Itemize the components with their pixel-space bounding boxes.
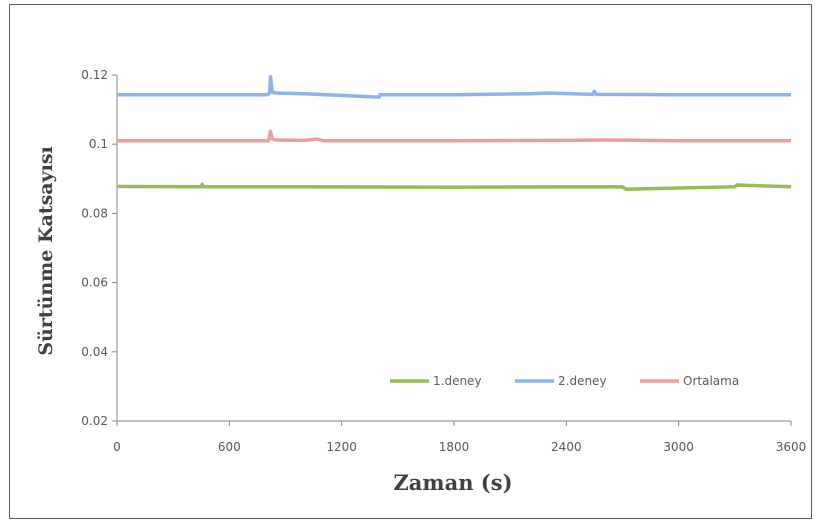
tick-labels: 0.02 0.04 0.06 0.08 0.1 0.12 0 600 1200 1800 2400 3… xyxy=(81,68,806,454)
x-tick-label: 2400 xyxy=(551,440,582,454)
legend-label: 2.deney xyxy=(558,374,607,388)
y-tick-label: 0.02 xyxy=(81,414,108,428)
series-line-1-deney xyxy=(116,182,792,191)
x-tick-label: 0 xyxy=(113,440,121,454)
axes xyxy=(112,74,792,426)
y-tick-label: 0.04 xyxy=(81,345,108,359)
y-tick-label: 0.12 xyxy=(81,68,108,82)
series-line-ortalama xyxy=(117,129,791,143)
x-tick-label: 600 xyxy=(218,440,241,454)
legend-label: Ortalama xyxy=(683,374,739,388)
legend: 1.deney 2.deney Ortalama xyxy=(390,374,739,388)
legend-label: 1.deney xyxy=(433,374,482,388)
x-tick-label: 3000 xyxy=(663,440,694,454)
x-axis-label: Zaman (s) xyxy=(393,470,512,495)
series-group xyxy=(116,74,792,191)
x-tick-label: 1200 xyxy=(326,440,357,454)
y-axis-label: Sürtünme Katsayısı xyxy=(35,146,57,356)
x-tick-label: 1800 xyxy=(439,440,470,454)
series-line-2-deney xyxy=(117,74,791,99)
chart-frame xyxy=(9,4,812,519)
y-tick-label: 0.08 xyxy=(81,206,108,220)
x-tick-label: 3600 xyxy=(776,440,807,454)
y-tick-label: 0.1 xyxy=(89,137,108,151)
y-tick-label: 0.06 xyxy=(81,276,108,290)
